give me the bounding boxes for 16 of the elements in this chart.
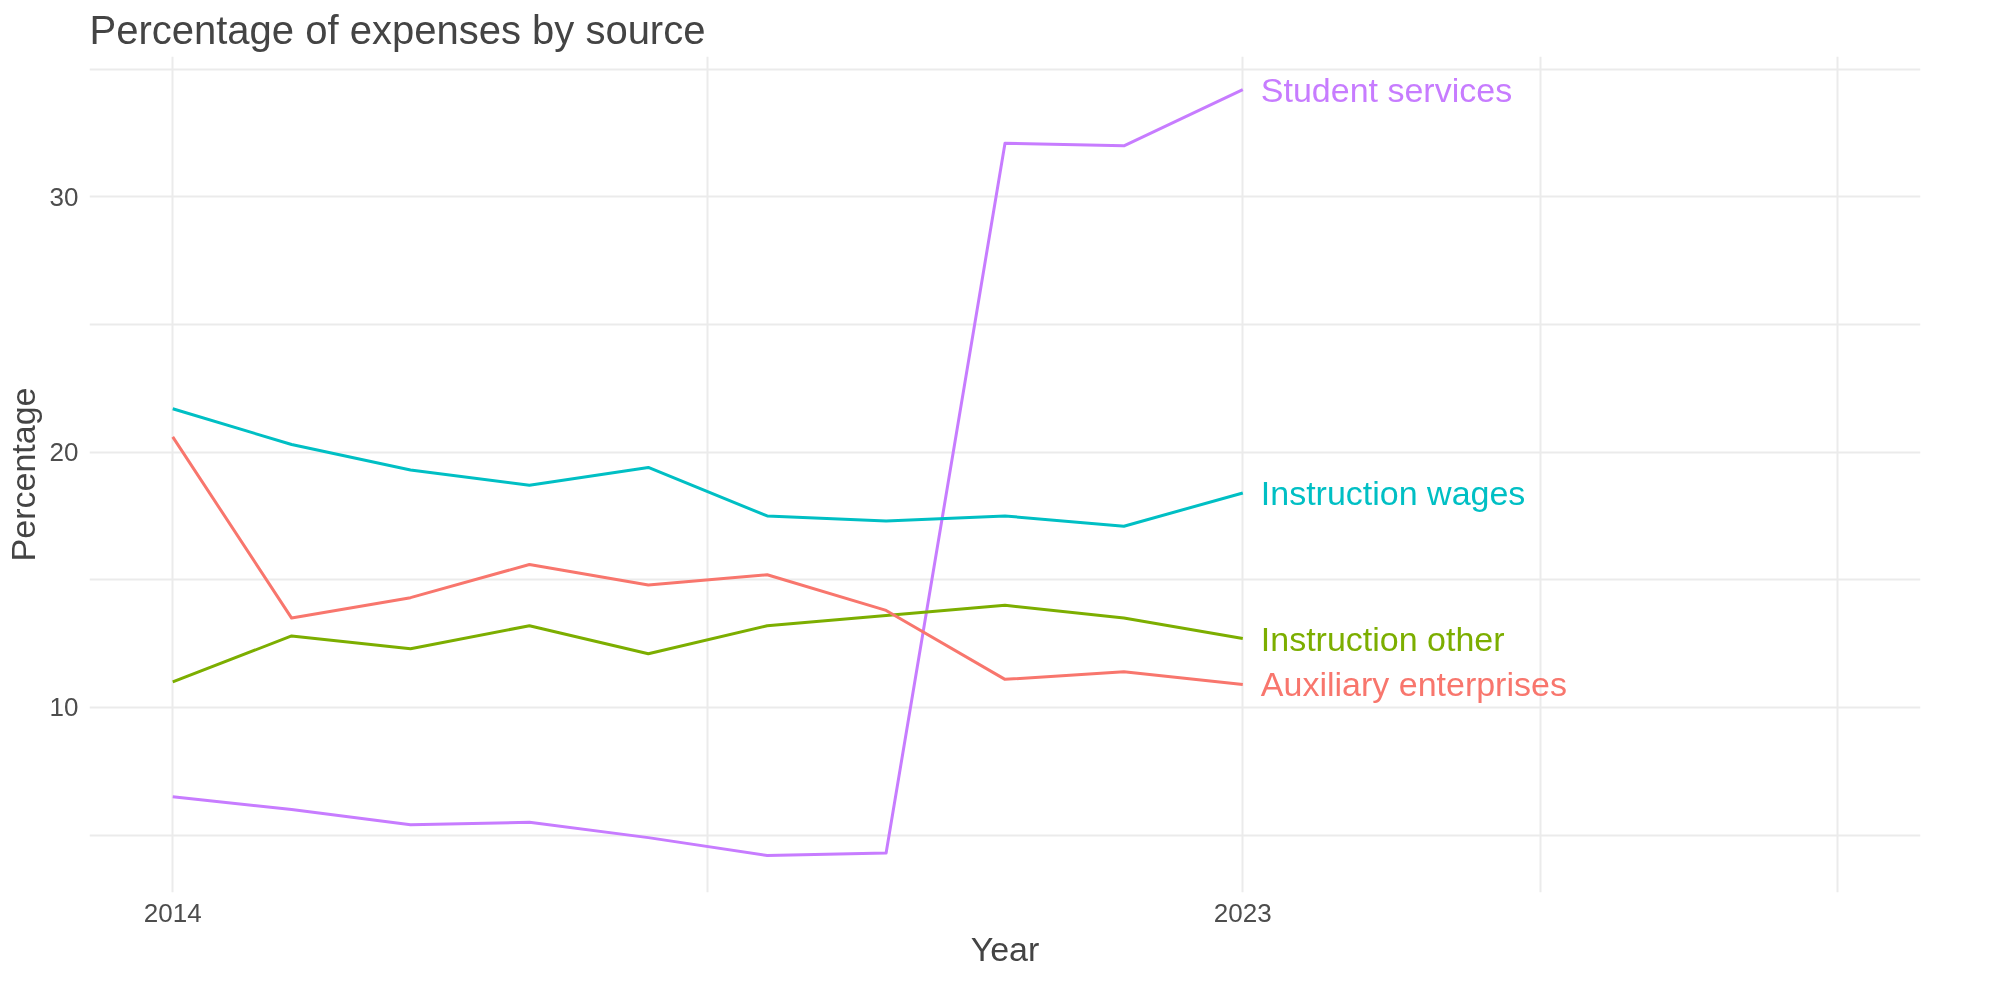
line-series bbox=[171, 88, 1245, 857]
x-tick-label: 2014 bbox=[143, 897, 202, 928]
y-tick-label: 20 bbox=[49, 437, 79, 468]
line-series bbox=[171, 435, 1245, 686]
line-series bbox=[171, 603, 1245, 684]
x-axis-title: Year bbox=[970, 929, 1040, 968]
x-tick-label: 2023 bbox=[1213, 897, 1272, 928]
line-series bbox=[171, 407, 1245, 528]
chart-title: Percentage of expenses by source bbox=[89, 7, 706, 52]
y-tick-label: 30 bbox=[49, 181, 79, 212]
series-label: Student services bbox=[1260, 70, 1513, 109]
series-label: Instruction wages bbox=[1260, 474, 1526, 513]
y-tick-label: 10 bbox=[49, 692, 79, 723]
series-label: Auxiliary enterprises bbox=[1260, 665, 1567, 704]
series-label: Instruction other bbox=[1260, 619, 1505, 658]
y-axis-title: Percentage bbox=[3, 387, 42, 562]
